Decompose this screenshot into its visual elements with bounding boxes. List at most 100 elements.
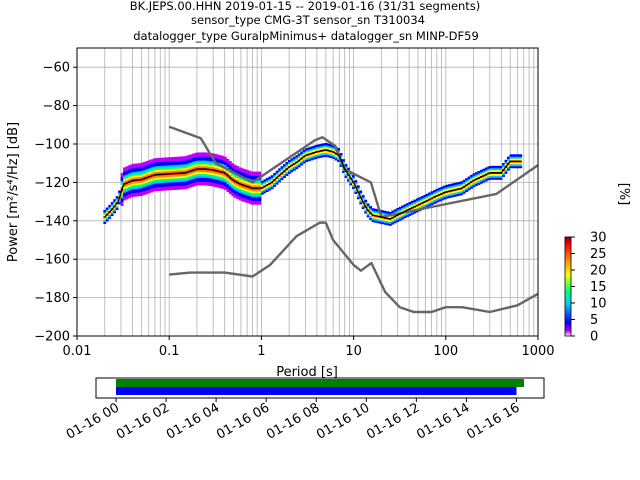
psd-density-cell — [177, 185, 181, 188]
psd-density-cell — [199, 173, 203, 176]
psd-density-cell — [182, 165, 185, 169]
psd-density-cell — [204, 175, 208, 178]
psd-density-cell — [322, 152, 326, 156]
psd-density-cell — [376, 216, 380, 220]
psd-density-cell — [246, 196, 249, 200]
psd-density-cell — [162, 188, 166, 191]
psd-density-cell — [364, 201, 368, 205]
psd-density-cell — [278, 176, 281, 179]
psd-density-cell — [398, 218, 402, 221]
psd-density-cell — [159, 169, 163, 172]
psd-density-cell — [216, 179, 220, 182]
psd-density-cell — [447, 188, 451, 191]
y-axis-label: Power [m²/s⁴/Hz] [dB] — [6, 122, 21, 262]
psd-density-cell — [125, 189, 129, 192]
psd-density-cell — [260, 190, 264, 193]
psd-density-cell — [428, 194, 432, 197]
psd-density-cell — [443, 187, 446, 190]
psd-density-cell — [462, 179, 466, 183]
psd-density-cell — [514, 156, 518, 159]
psd-density-cell — [479, 169, 483, 173]
psd-density-cell — [270, 186, 274, 190]
psd-density-cell — [381, 210, 385, 213]
psd-density-cell — [132, 194, 136, 197]
psd-density-cell — [516, 165, 520, 169]
psd-density-cell — [191, 157, 195, 160]
psd-density-cell — [157, 169, 161, 172]
psd-density-cell — [413, 207, 417, 210]
psd-density-cell — [127, 186, 131, 189]
psd-density-cell — [511, 162, 515, 165]
psd-density-cell — [164, 178, 168, 181]
psd-density-cell — [467, 178, 471, 181]
psd-density-cell — [206, 173, 210, 177]
psd-density-cell — [315, 156, 318, 159]
psd-density-cell — [334, 156, 338, 159]
psd-density-cell — [194, 158, 198, 161]
psd-density-cell — [455, 193, 459, 197]
psd-density-cell — [221, 157, 225, 161]
psd-density-cell — [157, 167, 161, 170]
psd-density-cell — [211, 170, 215, 174]
psd-density-cell — [231, 168, 235, 172]
psd-density-cell — [312, 155, 316, 158]
psd-density-cell — [440, 190, 444, 193]
psd-density-cell — [315, 152, 318, 155]
psd-density-cell — [310, 156, 313, 159]
psd-density-cell — [219, 174, 222, 177]
psd-density-cell — [396, 217, 400, 221]
psd-density-cell — [255, 200, 259, 203]
psd-density-cell — [219, 160, 222, 164]
psd-density-cell — [169, 162, 173, 166]
psd-density-cell — [167, 180, 171, 183]
psd-density-cell — [297, 157, 301, 160]
psd-density-cell — [152, 160, 156, 163]
psd-density-cell — [339, 154, 343, 158]
psd-density-cell — [248, 174, 252, 178]
psd-density-cell — [329, 153, 333, 157]
psd-density-cell — [159, 159, 163, 163]
psd-density-cell — [386, 220, 390, 224]
psd-density-cell — [132, 192, 136, 195]
psd-density-cell — [125, 193, 129, 196]
psd-density-cell — [169, 160, 173, 164]
psd-density-cell — [287, 159, 291, 163]
psd-density-cell — [231, 184, 235, 187]
psd-density-cell — [233, 191, 237, 195]
psd-density-cell — [253, 171, 257, 174]
psd-density-cell — [398, 214, 402, 217]
psd-density-cell — [155, 181, 158, 184]
psd-density-cell — [147, 185, 151, 188]
psd-density-cell — [209, 166, 213, 169]
psd-density-cell — [140, 180, 144, 183]
psd-density-cell — [140, 172, 144, 175]
psd-density-cell — [324, 150, 328, 153]
psd-density-cell — [260, 182, 264, 186]
psd-density-cell — [440, 188, 444, 192]
psd-density-cell — [519, 163, 523, 167]
psd-density-cell — [322, 145, 326, 148]
psd-density-cell — [179, 177, 183, 181]
psd-density-cell — [455, 186, 459, 189]
psd-density-cell — [159, 175, 163, 178]
psd-density-cell — [130, 181, 134, 184]
psd-density-cell — [184, 156, 188, 159]
psd-density-cell — [231, 174, 235, 178]
psd-density-cell — [125, 170, 129, 173]
psd-density-cell — [258, 183, 262, 186]
psd-density-cell — [475, 183, 478, 187]
psd-density-cell — [177, 179, 181, 183]
psd-density-cell — [354, 182, 358, 185]
psd-density-cell — [354, 187, 358, 191]
psd-density-cell — [219, 180, 222, 183]
psd-density-cell — [113, 210, 117, 214]
psd-density-cell — [233, 176, 237, 179]
psd-density-cell — [214, 178, 217, 182]
psd-density-cell — [440, 186, 444, 190]
low-noise-model-line — [169, 221, 539, 314]
psd-density-cell — [315, 144, 318, 148]
psd-density-cell — [310, 154, 313, 157]
psd-density-cell — [172, 185, 176, 189]
psd-density-cell — [307, 158, 311, 162]
psd-density-cell — [317, 148, 321, 151]
